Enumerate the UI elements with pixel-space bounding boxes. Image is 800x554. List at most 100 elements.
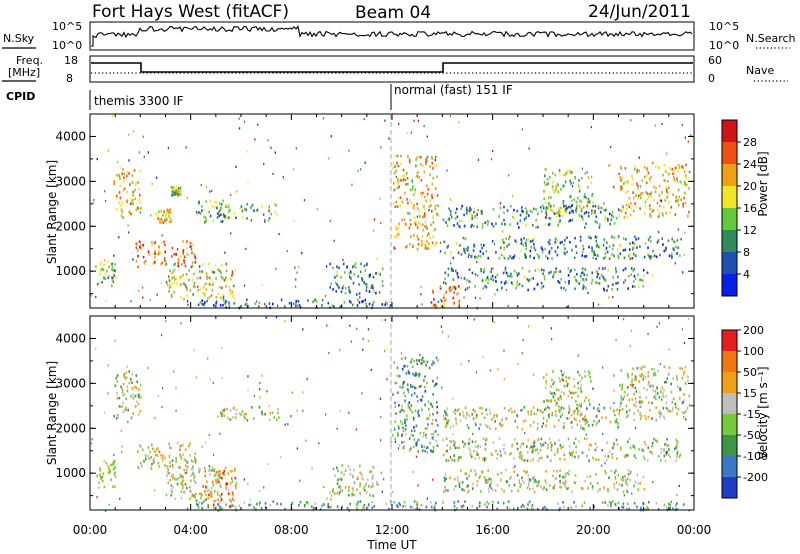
power-cell	[533, 256, 535, 260]
power-cell	[642, 279, 644, 282]
velocity-cell	[177, 465, 180, 468]
power-speckle	[609, 163, 611, 166]
velocity-cell	[235, 408, 238, 412]
velocity-cell	[486, 425, 489, 428]
velocity-speckle	[550, 399, 552, 403]
velocity-cell	[470, 469, 472, 472]
velocity-cell	[397, 391, 399, 394]
velocity-cell	[570, 396, 573, 399]
velocity-cell	[426, 417, 428, 421]
power-cell	[154, 259, 157, 263]
power-cell	[131, 174, 134, 177]
velocity-speckle	[658, 322, 660, 325]
power-cell	[464, 288, 467, 292]
power-cell	[549, 271, 552, 274]
velocity-cell	[415, 371, 417, 375]
power-cell	[578, 186, 581, 190]
power-cell	[658, 166, 660, 169]
power-speckle	[380, 221, 382, 225]
power-cell	[443, 296, 445, 300]
velocity-cell	[411, 506, 414, 509]
velocity-cell	[580, 402, 583, 406]
power-speckle	[420, 285, 422, 288]
velocity-cell	[662, 415, 665, 418]
velocity-cell	[496, 453, 499, 456]
power-cell	[593, 250, 595, 254]
velocity-cell	[420, 384, 422, 388]
power-cell	[632, 177, 634, 181]
velocity-speckle	[417, 484, 419, 487]
power-cell	[580, 275, 582, 278]
velocity-cell	[607, 489, 609, 493]
velocity-cell	[629, 471, 632, 474]
velocity-cell	[372, 494, 375, 498]
power-speckle	[333, 239, 335, 242]
velocity-cell	[663, 389, 665, 392]
power-cell	[295, 302, 297, 305]
power-cell	[653, 254, 656, 258]
power-speckle	[684, 136, 686, 139]
time-x-axis: 00:00 04:00 08:00 12:00 16:00 20:00 00:00	[73, 523, 712, 537]
velocity-cell	[576, 423, 579, 426]
power-cell	[628, 205, 631, 209]
power-speckle	[638, 156, 640, 159]
velocity-cell	[124, 377, 127, 380]
power-cell	[424, 247, 427, 250]
power-cell	[130, 198, 132, 202]
power-cell	[636, 168, 639, 172]
power-speckle	[272, 172, 274, 175]
power-cell	[363, 264, 366, 268]
velocity-cell	[634, 456, 637, 460]
velocity-cell	[563, 384, 566, 388]
velocity-cell	[421, 407, 423, 411]
velocity-speckle	[602, 432, 604, 435]
velocity-cell	[125, 406, 127, 410]
power-cell	[564, 281, 567, 284]
power-cell	[201, 299, 204, 302]
power-cell	[631, 257, 634, 260]
velocity-speckle	[187, 507, 189, 510]
velocity-speckle	[512, 466, 514, 469]
velocity-cell	[232, 499, 235, 502]
velocity-cell	[668, 453, 670, 457]
power-cell	[410, 201, 413, 205]
power-cell	[175, 282, 178, 286]
velocity-cell	[595, 458, 597, 461]
velocity-cell	[653, 395, 656, 399]
power-cell	[598, 226, 601, 229]
velocity-cell	[223, 414, 225, 417]
power-cell	[435, 163, 438, 167]
velocity-cell	[399, 503, 401, 507]
power-cell	[394, 205, 397, 208]
power-cell	[386, 302, 388, 306]
velocity-cell	[157, 447, 159, 450]
power-cell	[546, 178, 549, 181]
velocity-cell	[620, 369, 623, 372]
velocity-cell	[564, 479, 567, 483]
velocity-cell	[614, 503, 617, 506]
velocity-cell	[138, 444, 141, 447]
power-speckle	[591, 175, 593, 178]
power-speckle	[113, 182, 115, 186]
velocity-cell	[228, 505, 231, 508]
velocity-cell	[223, 473, 226, 476]
power-speckle	[128, 133, 130, 136]
velocity-cell	[533, 476, 535, 479]
velocity-cell	[580, 390, 583, 393]
velocity-speckle	[681, 328, 684, 331]
velocity-cell	[108, 466, 110, 469]
power-cell	[111, 279, 114, 282]
power-speckle	[499, 202, 502, 205]
velocity-cell	[125, 397, 127, 401]
velocity-cell	[475, 423, 477, 427]
power-cell	[646, 192, 649, 196]
velocity-cell	[635, 378, 638, 381]
velocity-cell	[488, 490, 490, 493]
velocity-cell	[559, 485, 561, 489]
velocity-speckle	[275, 316, 278, 319]
power-cell	[533, 287, 536, 291]
power-cell	[559, 206, 562, 210]
power-cell	[631, 174, 633, 178]
velocity-cell	[336, 482, 339, 485]
power-speckle	[200, 184, 202, 187]
